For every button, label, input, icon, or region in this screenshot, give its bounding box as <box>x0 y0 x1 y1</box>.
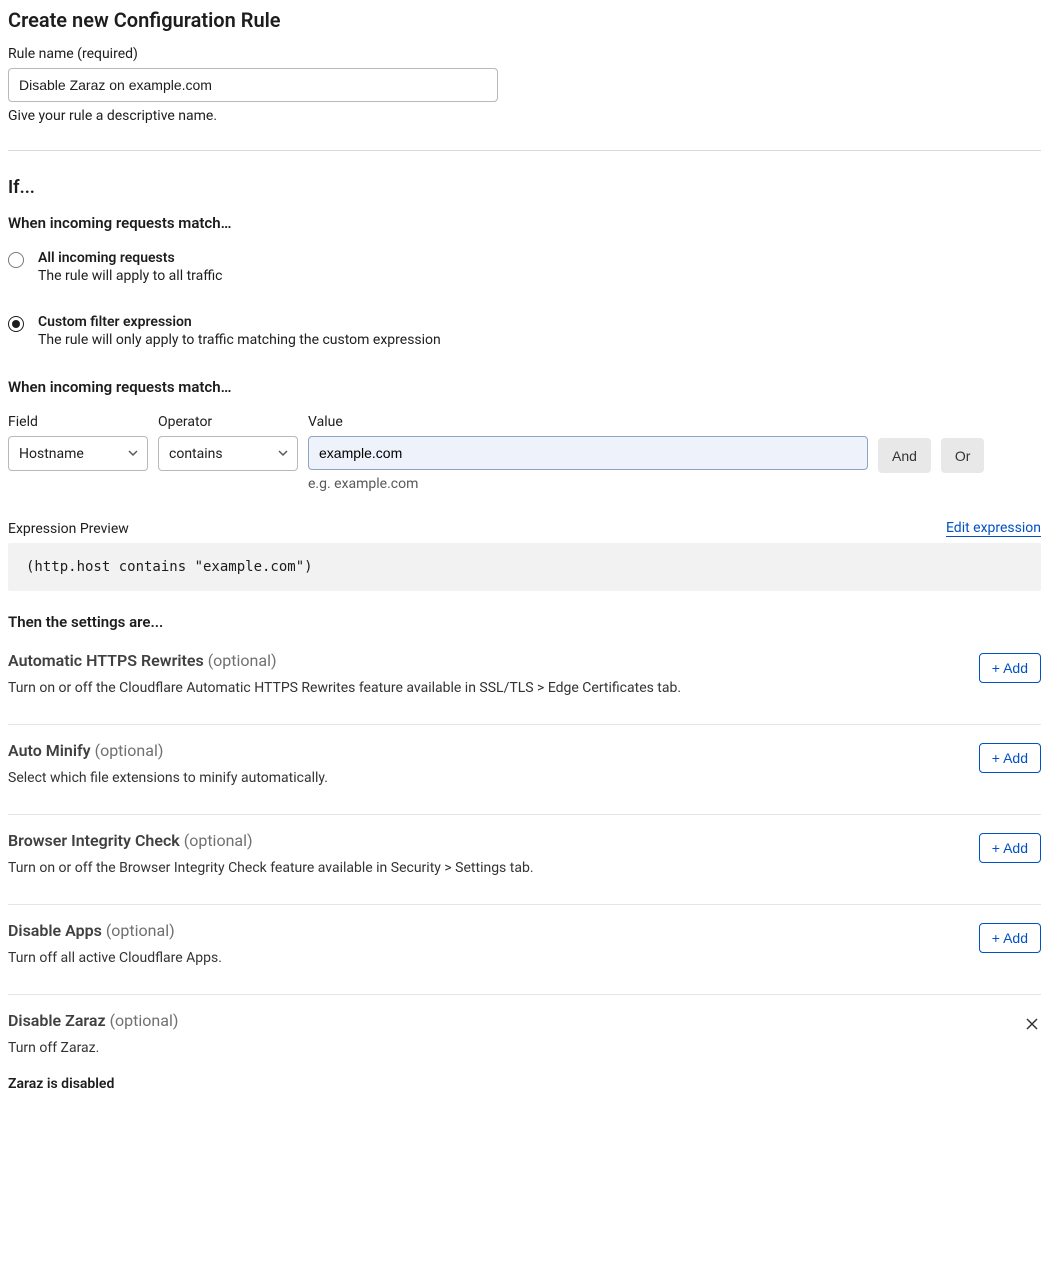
expression-subheading: When incoming requests match… <box>8 378 1041 396</box>
match-subheading: When incoming requests match… <box>8 214 1041 232</box>
if-heading: If... <box>8 177 1041 198</box>
expression-preview-label: Expression Preview <box>8 521 129 537</box>
match-radio-group: All incoming requests The rule will appl… <box>8 250 1041 348</box>
add-minify-button[interactable]: + Add <box>979 743 1041 773</box>
rule-name-input[interactable] <box>8 68 498 102</box>
value-label: Value <box>308 414 868 430</box>
expression-preview-code: (http.host contains "example.com") <box>8 543 1041 591</box>
setting-minify-title: Auto Minify <box>8 741 91 760</box>
radio-all-requests[interactable]: All incoming requests The rule will appl… <box>8 250 1041 284</box>
radio-custom-desc: The rule will only apply to traffic matc… <box>38 332 441 348</box>
radio-custom-label: Custom filter expression <box>38 314 441 330</box>
setting-zaraz-title: Disable Zaraz <box>8 1011 106 1030</box>
setting-bic-title: Browser Integrity Check <box>8 831 180 850</box>
optional-label: (optional) <box>184 831 253 850</box>
field-label: Field <box>8 414 148 430</box>
expression-builder-row: Field Hostname Operator contains Value e… <box>8 414 1041 492</box>
operator-select[interactable]: contains <box>158 436 298 471</box>
field-select[interactable]: Hostname <box>8 436 148 471</box>
radio-circle-checked-icon[interactable] <box>8 316 24 332</box>
radio-all-label: All incoming requests <box>38 250 223 266</box>
operator-select-value: contains <box>169 446 223 462</box>
value-input[interactable] <box>308 436 868 470</box>
setting-apps-desc: Turn off all active Cloudflare Apps. <box>8 950 979 966</box>
page-title: Create new Configuration Rule <box>8 8 1041 32</box>
setting-minify-desc: Select which file extensions to minify a… <box>8 770 979 786</box>
operator-label: Operator <box>158 414 298 430</box>
close-icon[interactable] <box>1023 1015 1041 1037</box>
or-button[interactable]: Or <box>941 438 985 473</box>
setting-https-title: Automatic HTTPS Rewrites <box>8 651 204 670</box>
optional-label: (optional) <box>106 921 175 940</box>
add-apps-button[interactable]: + Add <box>979 923 1041 953</box>
field-select-value: Hostname <box>19 446 84 462</box>
then-heading: Then the settings are... <box>8 613 1041 631</box>
setting-disable-apps: Disable Apps (optional) Turn off all act… <box>8 905 1041 995</box>
and-button[interactable]: And <box>878 438 931 473</box>
edit-expression-link[interactable]: Edit expression <box>946 520 1041 537</box>
add-bic-button[interactable]: + Add <box>979 833 1041 863</box>
setting-disable-zaraz: Disable Zaraz (optional) Turn off Zaraz.… <box>8 995 1041 1120</box>
radio-circle-unchecked-icon[interactable] <box>8 252 24 268</box>
setting-bic-desc: Turn on or off the Browser Integrity Che… <box>8 860 979 876</box>
divider <box>8 150 1041 151</box>
setting-zaraz-desc: Turn off Zaraz. <box>8 1040 1023 1056</box>
setting-https-rewrites: Automatic HTTPS Rewrites (optional) Turn… <box>8 647 1041 725</box>
setting-browser-integrity: Browser Integrity Check (optional) Turn … <box>8 815 1041 905</box>
optional-label: (optional) <box>95 741 164 760</box>
radio-custom-filter[interactable]: Custom filter expression The rule will o… <box>8 314 1041 348</box>
setting-apps-title: Disable Apps <box>8 921 102 940</box>
setting-https-desc: Turn on or off the Cloudflare Automatic … <box>8 680 979 696</box>
add-https-button[interactable]: + Add <box>979 653 1041 683</box>
value-help: e.g. example.com <box>308 476 868 492</box>
optional-label: (optional) <box>208 651 277 670</box>
zaraz-status: Zaraz is disabled <box>8 1076 1023 1092</box>
setting-auto-minify: Auto Minify (optional) Select which file… <box>8 725 1041 815</box>
rule-name-label: Rule name (required) <box>8 46 1041 62</box>
rule-name-help: Give your rule a descriptive name. <box>8 108 1041 124</box>
radio-all-desc: The rule will apply to all traffic <box>38 268 223 284</box>
optional-label: (optional) <box>110 1011 179 1030</box>
